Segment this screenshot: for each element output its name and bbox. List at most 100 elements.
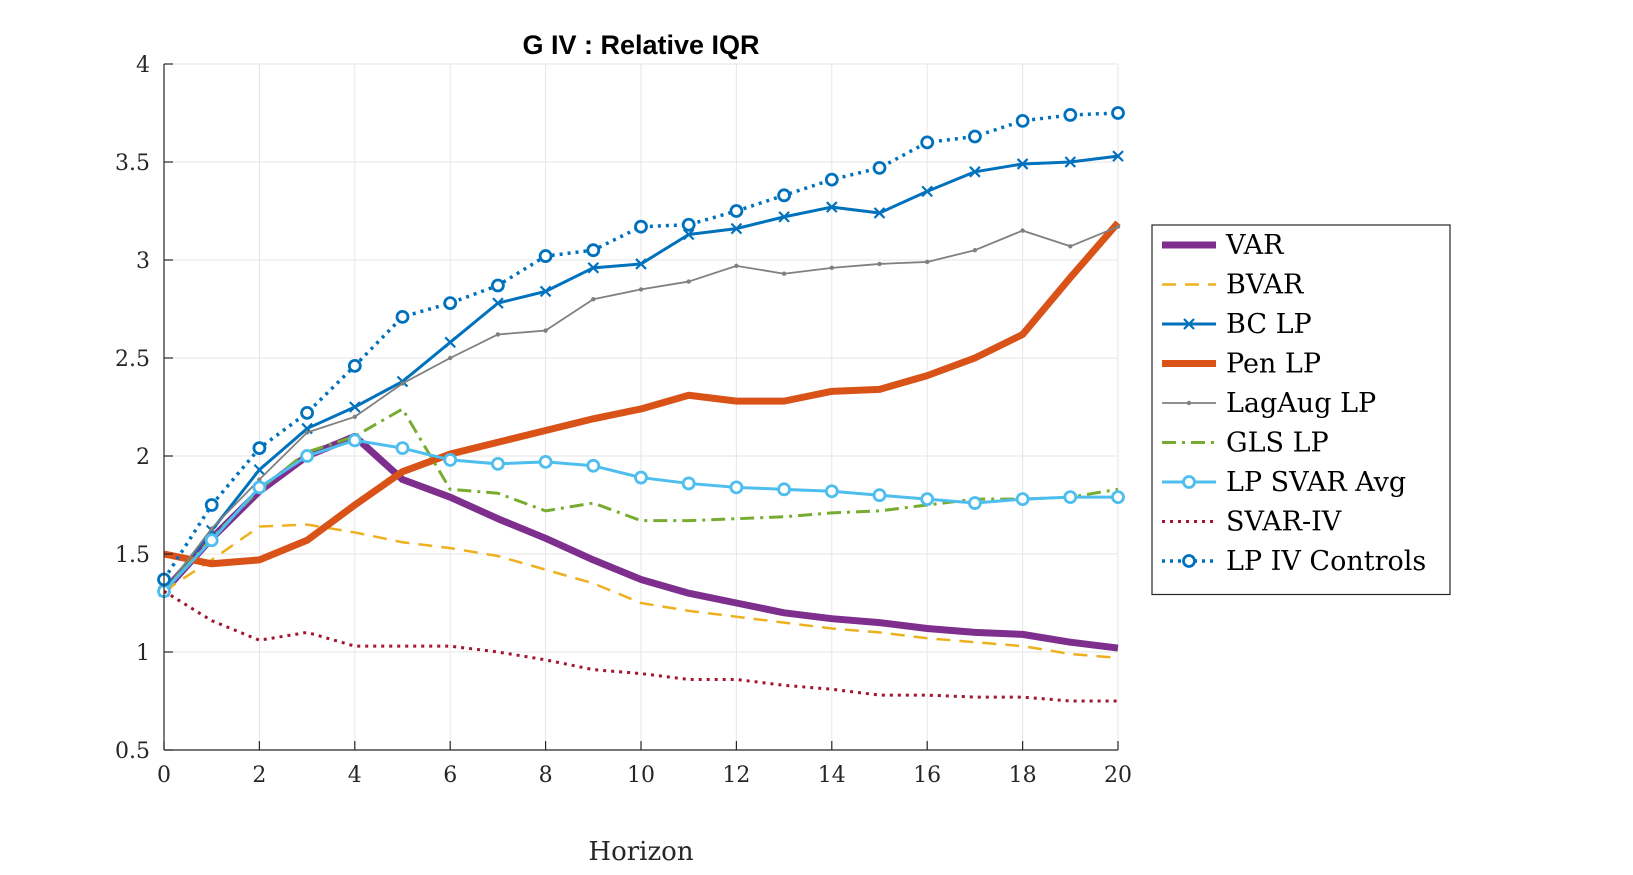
- legend-label: LP IV Controls: [1226, 546, 1426, 577]
- legend-entry: Pen LP: [1162, 349, 1321, 380]
- legend-entry: VAR: [1162, 230, 1284, 261]
- legend-marker: [1186, 400, 1192, 406]
- data-point: [490, 278, 505, 293]
- data-point: [1111, 490, 1125, 505]
- data-point: [634, 219, 648, 234]
- data-point: [777, 482, 791, 497]
- legend-marker: [1182, 475, 1196, 489]
- y-tick-label: 1.5: [115, 543, 150, 568]
- data-point: [638, 287, 644, 292]
- data-point: [969, 166, 981, 178]
- data-point: [635, 258, 647, 270]
- series-lp-iv-controls: [157, 106, 1125, 587]
- legend-label: VAR: [1225, 230, 1284, 261]
- y-tick-label: 1: [136, 641, 150, 666]
- data-point: [395, 309, 410, 324]
- data-point: [877, 261, 882, 267]
- data-point: [734, 263, 739, 269]
- legend-label: LagAug LP: [1226, 388, 1376, 419]
- data-point: [730, 222, 743, 235]
- legend-box: [1151, 224, 1451, 596]
- data-point: [1015, 113, 1030, 128]
- data-point: [400, 381, 405, 386]
- legend-entry: LP SVAR Avg: [1162, 467, 1406, 498]
- legend-marker: [1183, 318, 1195, 330]
- legend-label: Pen LP: [1226, 349, 1321, 380]
- data-point: [920, 492, 935, 507]
- data-point: [872, 160, 887, 175]
- data-point: [778, 211, 790, 223]
- data-point: [495, 332, 501, 337]
- data-point: [921, 185, 933, 198]
- y-tick-label: 3: [136, 249, 150, 274]
- legend-label: SVAR-IV: [1226, 507, 1342, 538]
- series-pen-lp: [163, 220, 1121, 568]
- data-point: [304, 430, 310, 435]
- data-point: [1064, 156, 1077, 168]
- data-point: [824, 172, 839, 187]
- tick-labels: 0 2 4 6 8 10 12 14 16 18 20 0.5 1 1.5 2 2.5 3 3.5 4: [115, 53, 1132, 788]
- x-tick-label: 8: [539, 763, 553, 788]
- legend-marker: [1182, 554, 1196, 568]
- data-point: [543, 328, 548, 333]
- data-point: [204, 533, 219, 548]
- data-point: [352, 414, 357, 419]
- y-tick-label: 3.5: [115, 151, 150, 176]
- series-gls-lp: [162, 407, 1119, 593]
- data-point: [824, 484, 839, 499]
- data-point: [492, 297, 504, 309]
- data-point: [252, 480, 267, 495]
- data-point: [634, 470, 648, 485]
- legend-label: BVAR: [1226, 270, 1304, 301]
- series-bvar: [163, 523, 1119, 660]
- data-point: [538, 454, 553, 469]
- data-point: [1115, 224, 1121, 229]
- data-point: [395, 441, 410, 456]
- data-point: [443, 453, 458, 467]
- data-point: [587, 262, 600, 274]
- data-point: [873, 207, 886, 219]
- data-point: [829, 265, 834, 271]
- legend-entry: GLS LP: [1162, 428, 1329, 459]
- data-point: [1020, 228, 1025, 233]
- data-point: [872, 488, 887, 503]
- data-point: [1112, 150, 1124, 162]
- data-point: [781, 271, 787, 276]
- x-axis-label: Horizon: [588, 837, 693, 867]
- data-point: [490, 456, 505, 471]
- data-point: [204, 498, 219, 512]
- data-point: [729, 480, 744, 495]
- data-point: [300, 405, 315, 420]
- data-point: [1015, 492, 1030, 507]
- data-point: [443, 296, 458, 311]
- axes-frame: [163, 63, 1119, 751]
- data-point: [300, 449, 315, 463]
- data-point: [253, 463, 266, 476]
- data-point: [1111, 106, 1125, 120]
- legend-entry: SVAR-IV: [1162, 507, 1342, 538]
- series-lp-svar-avg: [157, 433, 1125, 599]
- data-point: [1068, 244, 1073, 249]
- data-point: [681, 217, 696, 232]
- data-point: [252, 441, 267, 456]
- data-point: [349, 401, 361, 413]
- series-line: [162, 407, 1119, 593]
- x-tick-label: 4: [348, 763, 362, 788]
- data-point: [444, 336, 456, 349]
- data-point: [586, 458, 601, 473]
- data-point: [1016, 158, 1029, 170]
- chart-title: G IV : Relative IQR: [522, 30, 759, 60]
- data-point: [591, 297, 596, 302]
- data-point: [777, 188, 791, 203]
- series-lagaug-lp: [161, 224, 1121, 594]
- x-tick-label: 10: [627, 763, 655, 788]
- x-tick-label: 2: [252, 763, 266, 788]
- legend-label: LP SVAR Avg: [1226, 467, 1406, 498]
- legend-entry: LagAug LP: [1162, 388, 1376, 419]
- y-tick-label: 2.5: [115, 347, 150, 372]
- data-point: [209, 526, 214, 531]
- series-line: [163, 523, 1119, 660]
- data-point: [448, 355, 453, 361]
- data-point: [682, 228, 695, 241]
